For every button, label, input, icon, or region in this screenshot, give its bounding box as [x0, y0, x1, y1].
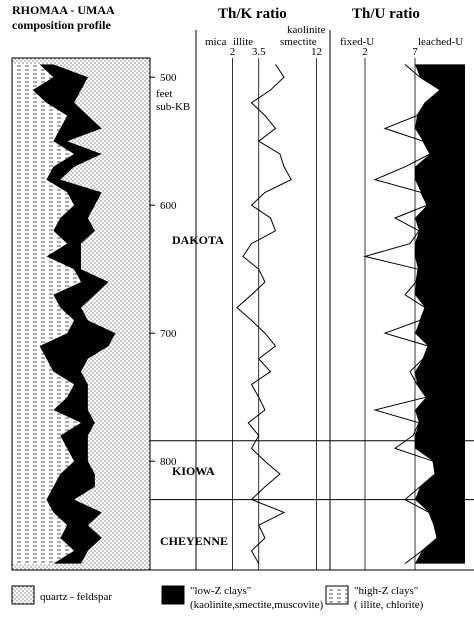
- x-tick-label: 12: [311, 46, 322, 58]
- thk-line: [236, 64, 292, 564]
- leached-fill: [415, 64, 465, 564]
- legend-swatch: [11, 585, 35, 605]
- thu-title: Th/U ratio: [352, 6, 420, 22]
- x-tick-label: 2: [230, 46, 236, 58]
- zone-label: leached-U: [418, 36, 463, 48]
- thk-title: Th/K ratio: [218, 6, 287, 22]
- x-tick-label: 3.5: [252, 46, 266, 58]
- zone-label: fixed-U: [340, 36, 374, 48]
- zone-label: kaolinite: [287, 24, 326, 36]
- legend-label: (kaolinite,smectite,muscovite): [190, 599, 324, 611]
- depth-unit: feet: [156, 88, 172, 100]
- depth-unit: sub-KB: [156, 101, 190, 113]
- formation-label: KIOWA: [172, 464, 215, 478]
- legend-label: "high-Z clays": [354, 585, 418, 597]
- low-z-area: [32, 64, 116, 564]
- zone-label: mica: [205, 36, 226, 48]
- legend-swatch: [325, 585, 349, 605]
- composition-title: composition profile: [12, 18, 111, 32]
- legend-swatch: [161, 585, 185, 605]
- legend-label: ( illite, chlorite): [354, 599, 424, 611]
- formation-label: DAKOTA: [172, 233, 224, 247]
- zone-label: illite: [233, 36, 253, 48]
- thu-line: [363, 64, 441, 564]
- y-tick-label: 800: [160, 456, 177, 468]
- legend-label: "low-Z clays": [190, 585, 251, 597]
- x-tick-label: 2: [362, 46, 368, 58]
- formation-label: CHEYENNE: [160, 534, 228, 548]
- legend-label: quartz - feldspar: [40, 591, 112, 603]
- high-z-area: [12, 64, 81, 564]
- x-tick-label: 7: [412, 46, 418, 58]
- composition-title: RHOMAA - UMAA: [12, 3, 115, 17]
- y-tick-label: 500: [160, 72, 177, 84]
- y-tick-label: 700: [160, 328, 177, 340]
- y-tick-label: 600: [160, 200, 177, 212]
- zone-label: smectite: [280, 36, 317, 48]
